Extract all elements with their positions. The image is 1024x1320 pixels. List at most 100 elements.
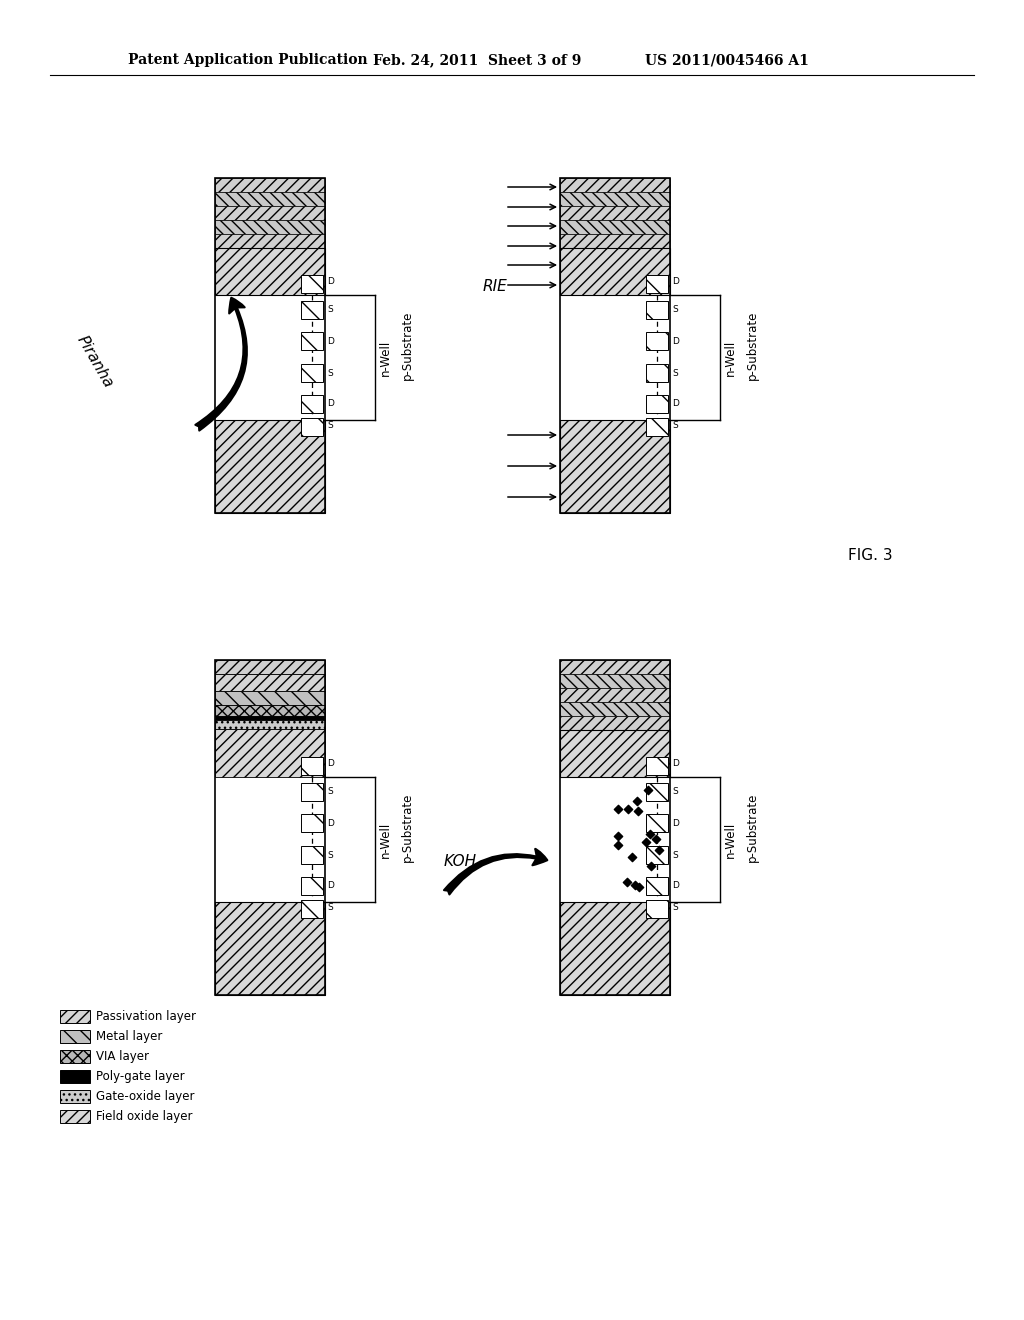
Bar	[560, 715, 670, 730]
Text: p-Substrate: p-Substrate	[400, 793, 414, 862]
Point	[610, 834, 627, 855]
Point	[637, 832, 653, 853]
Bar	[301, 900, 323, 917]
Text: Patent Application Publication: Patent Application Publication	[128, 53, 368, 67]
Text: n-Well: n-Well	[724, 339, 736, 376]
Text: S: S	[327, 421, 333, 430]
Bar	[301, 364, 323, 381]
Bar	[560, 220, 670, 234]
Text: Metal layer: Metal layer	[96, 1030, 163, 1043]
Bar	[560, 178, 670, 513]
Point	[609, 825, 626, 846]
Bar	[301, 395, 323, 413]
Bar	[646, 275, 668, 293]
Text: n-Well: n-Well	[379, 339, 391, 376]
Bar	[646, 814, 668, 832]
Bar	[560, 675, 670, 688]
Point	[630, 801, 646, 822]
Bar	[301, 876, 323, 895]
Point	[639, 779, 655, 800]
Text: D: D	[672, 882, 679, 891]
Point	[610, 799, 627, 820]
Bar	[215, 206, 325, 220]
Bar	[215, 729, 325, 777]
Text: D: D	[672, 337, 679, 346]
Bar	[301, 814, 323, 832]
Bar	[215, 420, 325, 513]
Bar	[560, 420, 670, 513]
Bar	[215, 902, 325, 995]
Bar	[215, 220, 325, 234]
Bar	[215, 719, 325, 729]
Bar	[560, 234, 670, 248]
FancyArrowPatch shape	[196, 298, 247, 430]
Text: D: D	[672, 818, 679, 828]
Point	[620, 799, 636, 820]
Bar	[646, 395, 668, 413]
Text: D: D	[672, 276, 679, 285]
Bar	[560, 702, 670, 715]
Bar	[60, 1090, 90, 1104]
Point	[648, 828, 665, 849]
Text: D: D	[672, 759, 679, 767]
Bar	[646, 364, 668, 381]
Point	[624, 846, 640, 867]
Text: Gate-oxide layer: Gate-oxide layer	[96, 1090, 195, 1104]
Bar	[646, 783, 668, 801]
Bar	[60, 1049, 90, 1063]
Bar	[215, 248, 325, 294]
Text: Poly-gate layer: Poly-gate layer	[96, 1071, 184, 1082]
Bar	[646, 900, 668, 917]
Bar	[646, 301, 668, 319]
Bar	[301, 756, 323, 775]
Point	[618, 873, 635, 894]
Text: S: S	[327, 850, 333, 859]
Text: S: S	[672, 850, 678, 859]
Bar	[215, 715, 325, 719]
Text: D: D	[327, 400, 334, 408]
Bar	[560, 660, 670, 675]
Text: S: S	[327, 368, 333, 378]
Text: RIE: RIE	[482, 279, 507, 294]
Bar	[301, 301, 323, 319]
Bar	[301, 418, 323, 436]
Bar	[646, 756, 668, 775]
Text: Feb. 24, 2011  Sheet 3 of 9: Feb. 24, 2011 Sheet 3 of 9	[373, 53, 582, 67]
Bar	[646, 876, 668, 895]
Text: p-Substrate: p-Substrate	[745, 310, 759, 380]
Text: US 2011/0045466 A1: US 2011/0045466 A1	[645, 53, 809, 67]
Text: D: D	[327, 337, 334, 346]
Bar	[60, 1110, 90, 1123]
FancyArrowPatch shape	[444, 849, 548, 895]
Point	[631, 876, 647, 898]
Bar	[60, 1071, 90, 1082]
Bar	[560, 191, 670, 206]
Bar	[215, 705, 325, 715]
Point	[627, 874, 643, 895]
Text: D: D	[327, 818, 334, 828]
Bar	[301, 846, 323, 865]
Bar	[301, 333, 323, 350]
Bar	[560, 206, 670, 220]
Text: S: S	[327, 903, 333, 912]
Bar	[60, 1010, 90, 1023]
Text: p-Substrate: p-Substrate	[745, 793, 759, 862]
Text: KOH: KOH	[443, 854, 476, 869]
Text: S: S	[672, 788, 678, 796]
Bar	[301, 275, 323, 293]
Text: n-Well: n-Well	[724, 821, 736, 858]
Text: S: S	[672, 305, 678, 314]
Text: D: D	[327, 882, 334, 891]
Bar	[215, 660, 325, 675]
Bar	[215, 191, 325, 206]
Text: p-Substrate: p-Substrate	[400, 310, 414, 380]
Bar	[560, 660, 670, 995]
Bar	[215, 690, 325, 705]
Text: Piranha: Piranha	[74, 334, 116, 391]
Point	[643, 855, 659, 876]
Bar	[560, 178, 670, 191]
Text: Passivation layer: Passivation layer	[96, 1010, 196, 1023]
Text: D: D	[327, 276, 334, 285]
Bar	[646, 418, 668, 436]
Text: D: D	[672, 400, 679, 408]
